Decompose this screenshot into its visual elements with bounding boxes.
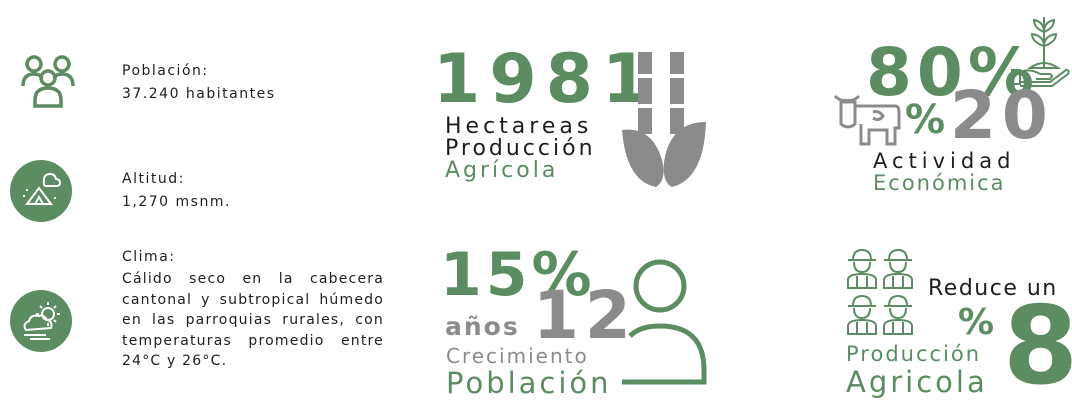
percent-sign: % <box>905 100 945 140</box>
caption: Agricola <box>846 368 988 397</box>
caption: Crecimiento <box>446 346 589 366</box>
info-value: Cálido seco en la cabecera cantonal y su… <box>122 269 384 372</box>
population-icon <box>20 52 76 108</box>
cow-icon <box>833 92 903 147</box>
caption: Hectareas <box>445 116 592 138</box>
info-label: Altitud: <box>122 172 185 186</box>
caption: Actividad <box>873 151 1015 172</box>
plant-hand-icon <box>1010 12 1070 87</box>
caption: Agrícola <box>445 160 558 182</box>
person-icon <box>618 258 708 386</box>
big-number: 20 <box>950 83 1054 149</box>
percent-sign: % <box>958 305 994 341</box>
big-number: 8 <box>1003 293 1072 401</box>
info-value: 1,270 msnm. <box>122 195 231 209</box>
caption: Económica <box>873 173 1006 194</box>
info-label: Clima: <box>122 250 176 264</box>
caption: Producción <box>445 138 596 160</box>
altitude-icon <box>10 160 72 222</box>
infographic: {"info": [ {"label": "Población:", "valu… <box>0 0 1072 401</box>
info-value: 37.240 habitantes <box>122 87 276 101</box>
bamboo-icon <box>622 52 710 187</box>
farmers-icon <box>845 248 917 336</box>
unit: años <box>445 314 520 339</box>
caption: Producción <box>846 344 981 365</box>
caption: Población <box>446 369 612 398</box>
climate-icon <box>10 290 72 352</box>
info-label: Población: <box>122 64 209 78</box>
